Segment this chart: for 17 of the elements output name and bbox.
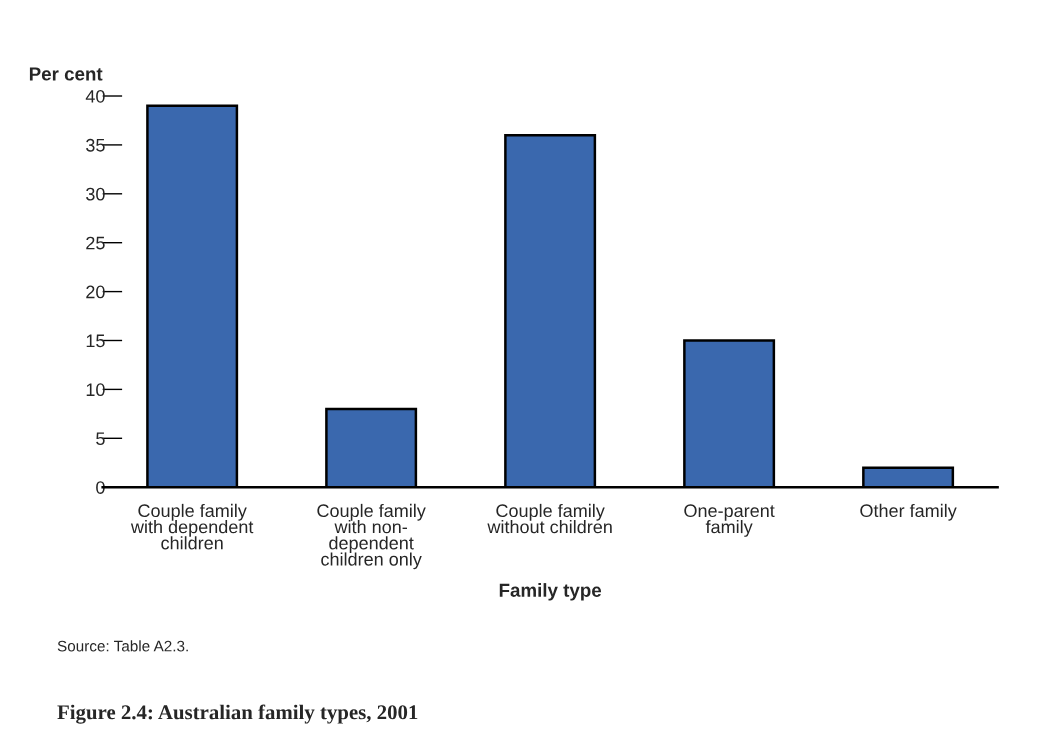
x-tick-label: Couple family with dependent children <box>130 503 254 550</box>
source-note: Source: Table A2.3. <box>57 640 188 652</box>
x-tick-label: Couple family with non- dependent children only <box>317 503 426 570</box>
y-tick-label: 30 <box>86 187 105 201</box>
text: Figure 2.4: Australian family types, 2001 <box>57 704 418 724</box>
x-axis-title: Family type <box>499 583 602 601</box>
y-tick-label: 40 <box>85 89 105 103</box>
y-tick-label: 25 <box>86 236 105 250</box>
y-tick-label: 5 <box>96 432 105 446</box>
x-tick-label: Other family <box>860 503 957 521</box>
x-tick-label: Couple family without children <box>487 503 612 534</box>
y-tick-label: 20 <box>86 285 105 299</box>
y-tick-label: 10 <box>86 383 105 397</box>
y-tick-label: 35 <box>86 138 105 152</box>
y-tick-label: 15 <box>86 334 105 348</box>
y-axis-title: Per cent <box>29 67 103 81</box>
x-tick-label: One-parent family <box>684 504 775 537</box>
